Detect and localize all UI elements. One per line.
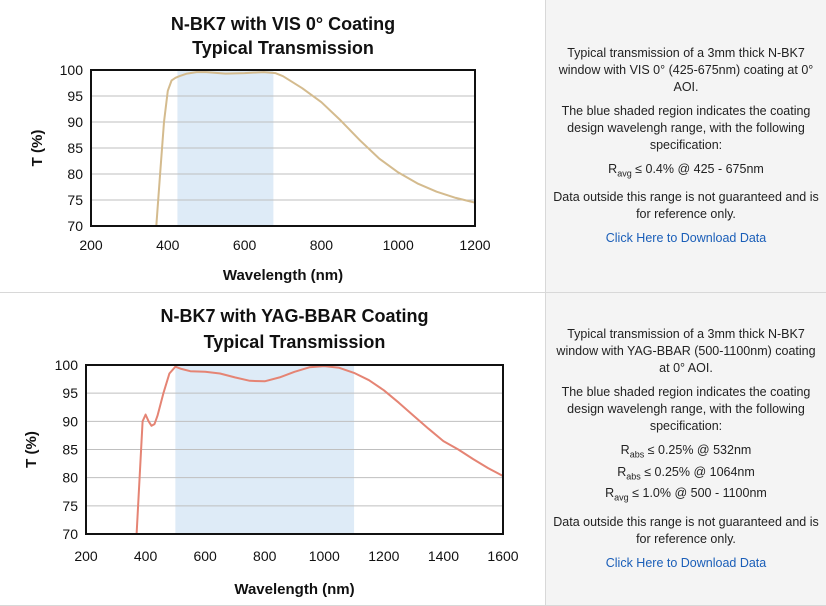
x-tick-label: 200	[74, 548, 98, 564]
chart-cell: 70 75 80 85 90 95 100 200 400 600 800 1000 1200 1400 1…	[0, 293, 546, 605]
x-tick-label: 600	[233, 237, 257, 253]
product-row-vis-coating: 70 75 80 85 90 95 100 200 400 600 800 1000 1200 N-BK7…	[0, 0, 826, 293]
description-cell: Typical transmission of a 3mm thick N-BK…	[546, 0, 826, 292]
chart-title: N-BK7 with VIS 0° Coating	[171, 14, 395, 34]
y-axis-label: T (%)	[23, 431, 40, 468]
spec-line: Ravg ≤ 1.0% @ 500 - 1100nm	[605, 485, 767, 507]
chart-cell: 70 75 80 85 90 95 100 200 400 600 800 1000 1200 N-BK7…	[0, 0, 546, 292]
x-tick-label: 1400	[428, 548, 459, 564]
x-tick-label: 1000	[309, 548, 340, 564]
spec-symbol: R	[605, 486, 615, 501]
y-tick-label: 100	[55, 357, 79, 373]
x-tick-label: 1200	[368, 548, 399, 564]
plot-frame	[90, 69, 476, 227]
spec-subscript: avg	[614, 492, 629, 503]
y-tick-label: 70	[67, 218, 83, 234]
y-tick-label: 75	[67, 192, 83, 208]
download-data-link[interactable]: Click Here to Download Data	[605, 231, 767, 246]
y-tick-label: 90	[67, 114, 83, 130]
spec-subscript: abs	[626, 471, 641, 482]
y-axis-label: T (%)	[29, 130, 46, 167]
y-tick-label: 80	[67, 166, 83, 182]
transmission-series-line	[135, 365, 504, 535]
spec-symbol: R	[608, 161, 618, 176]
chart-subtitle: Typical Transmission	[192, 38, 374, 58]
x-tick-label: 400	[134, 548, 158, 564]
x-tick-label: 800	[253, 548, 277, 564]
x-tick-label: 200	[79, 237, 103, 253]
y-tick-label: 100	[60, 62, 84, 78]
y-tick-label: 90	[62, 413, 78, 429]
spec-symbol: R	[620, 443, 630, 458]
spec-line: Rabs ≤ 0.25% @ 532nm	[605, 442, 767, 464]
x-tick-label: 1600	[487, 548, 518, 564]
disclaimer-text: Data outside this range is not guarantee…	[553, 514, 819, 546]
spec-value: ≤ 1.0% @ 500 - 1100nm	[628, 486, 767, 501]
x-tick-label: 1000	[383, 237, 414, 253]
y-tick-label: 95	[62, 385, 78, 401]
x-axis-label: Wavelength (nm)	[223, 267, 343, 284]
description-cell: Typical transmission of a 3mm thick N-BK…	[546, 293, 826, 605]
spec-subscript: abs	[629, 449, 645, 460]
x-tick-label: 600	[193, 548, 217, 564]
x-tick-label: 1200	[459, 237, 490, 253]
spec-symbol: R	[617, 464, 627, 479]
spec-value: ≤ 0.4% @ 425 - 675nm	[631, 161, 764, 176]
x-axis-label: Wavelength (nm)	[234, 581, 354, 598]
spec-value: ≤ 0.25% @ 1064nm	[640, 464, 755, 479]
spec-value: ≤ 0.25% @ 532nm	[644, 443, 752, 458]
specification-list: Rabs ≤ 0.25% @ 532nm Rabs ≤ 0.25% @ 1064n…	[605, 442, 767, 507]
plot-frame	[85, 364, 504, 535]
spec-subscript: avg	[617, 168, 632, 179]
y-tick-label: 70	[62, 526, 78, 542]
y-tick-label: 85	[62, 442, 78, 458]
description-intro: Typical transmission of a 3mm thick N-BK…	[556, 327, 816, 376]
transmission-series-line	[155, 71, 476, 227]
shaded-region-note: The blue shaded region indicates the coa…	[561, 103, 811, 152]
x-tick-label: 400	[156, 237, 180, 253]
y-tick-label: 75	[62, 498, 78, 514]
spec-line: Rabs ≤ 0.25% @ 1064nm	[605, 464, 767, 486]
x-tick-label: 800	[310, 237, 334, 253]
y-tick-label: 80	[62, 470, 78, 486]
description-intro: Typical transmission of a 3mm thick N-BK…	[558, 45, 814, 94]
y-tick-label: 95	[67, 88, 83, 104]
shaded-region-note: The blue shaded region indicates the coa…	[561, 385, 811, 434]
download-data-link[interactable]: Click Here to Download Data	[605, 555, 767, 570]
chart-title: N-BK7 with YAG-BBAR Coating	[160, 306, 428, 326]
spec-line: Ravg ≤ 0.4% @ 425 - 675nm	[608, 161, 764, 183]
chart-subtitle: Typical Transmission	[204, 332, 386, 352]
transmission-chart-vis: 70 75 80 85 90 95 100 200 400 600 800 1000 1200 N-BK7…	[29, 14, 491, 284]
product-row-yag-bbar-coating: 70 75 80 85 90 95 100 200 400 600 800 1000 1200 1400 1…	[0, 293, 826, 606]
transmission-chart-yag-bbar: 70 75 80 85 90 95 100 200 400 600 800 1000 1200 1400 1…	[23, 306, 519, 598]
specification-list: Ravg ≤ 0.4% @ 425 - 675nm	[608, 161, 764, 183]
y-tick-label: 85	[67, 140, 83, 156]
disclaimer-text: Data outside this range is not guarantee…	[553, 190, 819, 222]
